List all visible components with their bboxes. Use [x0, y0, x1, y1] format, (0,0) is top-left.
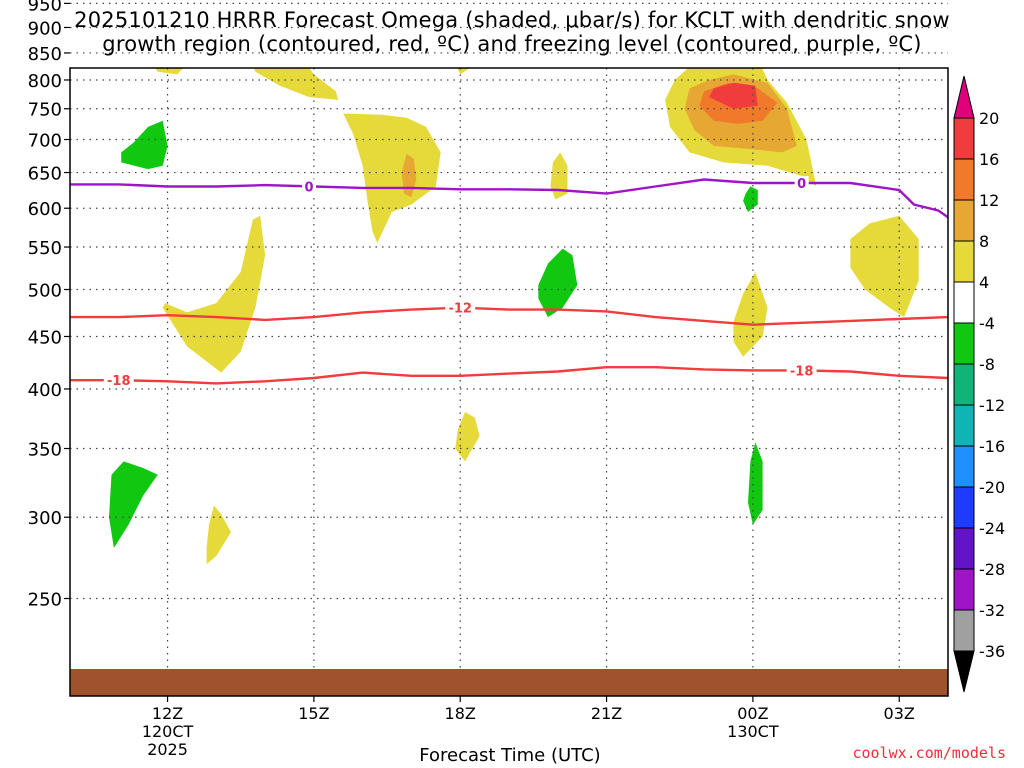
y-tick-label-500: 500 [28, 281, 62, 302]
colorbar-segment-6 [953, 363, 975, 406]
colorbar-label-11: -28 [979, 560, 1005, 579]
contour-label-mask [786, 363, 817, 378]
omega-region-12 [538, 248, 578, 318]
colorbar-label-13: -36 [979, 642, 1005, 661]
x-tick-label-2025: 2025 [147, 740, 188, 759]
omega-region-7 [254, 68, 339, 100]
contour-line-0-2 [70, 178, 948, 219]
omega-region-25 [743, 9, 802, 23]
y-tick-label-800: 800 [28, 71, 62, 92]
colorbar-segment-9 [953, 486, 975, 529]
colorbar-label-9: -20 [979, 478, 1005, 497]
x-axis-label: Forecast Time (UTC) [419, 745, 601, 766]
y-tick-label-650: 650 [28, 164, 62, 185]
site-credit: coolwx.com/models [852, 744, 1006, 762]
colorbar-segment-0 [953, 117, 975, 160]
y-tick-label-600: 600 [28, 199, 62, 220]
colorbar-segment-12 [953, 609, 975, 652]
colorbar-label-1: 16 [979, 150, 999, 169]
contour-label-0-1: -18 [790, 364, 814, 379]
omega-region-16 [748, 442, 763, 525]
colorbar-label-7: -12 [979, 396, 1005, 415]
colorbar-segment-1 [953, 158, 975, 201]
omega-region-1 [206, 505, 231, 565]
omega-region-0 [109, 461, 158, 548]
contour-label-mask [302, 179, 317, 194]
colorbar-segment-4 [953, 281, 975, 324]
colorbar-label-8: -16 [979, 437, 1005, 456]
omega-region-3 [121, 120, 168, 170]
colorbar-bottom-arrow [953, 650, 975, 693]
omega-region-14 [457, 68, 470, 75]
omega-region-8 [258, 1, 287, 48]
ground-surface [70, 669, 948, 696]
contour-label-2-0: 0 [304, 180, 313, 195]
colorbar-segment-5 [953, 322, 975, 365]
omega-region-6 [209, 18, 219, 59]
colorbar-label-10: -24 [979, 519, 1005, 538]
omega-region-24 [729, 3, 827, 25]
y-tick-label-950: 950 [28, 0, 62, 15]
y-tick-label-900: 900 [28, 18, 62, 39]
contour-label-mask [445, 300, 476, 315]
colorbar-segment-2 [953, 199, 975, 242]
colorbar-segment-7 [953, 404, 975, 447]
colorbar-label-2: 12 [979, 191, 999, 210]
contour-line-minus12-1 [70, 306, 948, 326]
contour-label-mask [794, 175, 809, 190]
plot-frame [69, 67, 949, 697]
omega-region-18 [743, 186, 758, 212]
contour-label-2-1: 0 [797, 177, 806, 192]
colorbar-label-12: -32 [979, 601, 1005, 620]
colorbar-segment-10 [953, 527, 975, 570]
x-tick-label-12Z: 12Z [152, 704, 183, 723]
colorbar-label-6: -8 [979, 355, 995, 374]
chart-title-line-2: growth region (contoured, red, ºC) and f… [102, 32, 922, 56]
contour-label-mask [103, 373, 134, 388]
omega-region-26 [850, 215, 919, 318]
omega-region-10 [401, 153, 417, 198]
x-tick-label-120CT: 120CT [142, 722, 194, 741]
y-tick-label-700: 700 [28, 131, 62, 152]
x-tick-label-130CT: 130CT [727, 722, 779, 741]
colorbar-label-5: -4 [979, 314, 995, 333]
contour-label-0-0: -18 [107, 374, 131, 389]
colorbar-label-3: 8 [979, 232, 989, 251]
x-tick-label-03Z: 03Z [884, 704, 915, 723]
x-tick-label-00Z: 00Z [737, 704, 768, 723]
y-tick-label-550: 550 [28, 238, 62, 259]
y-tick-label-450: 450 [28, 327, 62, 348]
omega-region-22 [709, 82, 758, 109]
y-tick-label-300: 300 [28, 508, 62, 529]
x-tick-label-21Z: 21Z [591, 704, 622, 723]
omega-region-17 [733, 272, 768, 357]
omega-region-13 [550, 152, 568, 200]
colorbar-label-4: 4 [979, 273, 989, 292]
y-tick-label-350: 350 [28, 440, 62, 461]
omega-region-4 [155, 68, 184, 75]
y-tick-label-250: 250 [28, 590, 62, 611]
colorbar-label-0: 20 [979, 109, 999, 128]
omega-region-2 [162, 215, 266, 373]
contour-label-1-0: -12 [448, 302, 472, 317]
x-tick-label-15Z: 15Z [298, 704, 329, 723]
omega-region-5 [158, 1, 175, 53]
colorbar-segment-11 [953, 568, 975, 611]
omega-region-15 [597, 3, 631, 27]
x-tick-label-18Z: 18Z [445, 704, 476, 723]
y-tick-label-850: 850 [28, 44, 62, 65]
omega-region-9 [343, 113, 441, 243]
y-tick-label-750: 750 [28, 100, 62, 121]
colorbar-segment-8 [953, 445, 975, 488]
colorbar-top-arrow [953, 75, 975, 119]
colorbar-segment-3 [953, 240, 975, 283]
y-tick-label-400: 400 [28, 380, 62, 401]
